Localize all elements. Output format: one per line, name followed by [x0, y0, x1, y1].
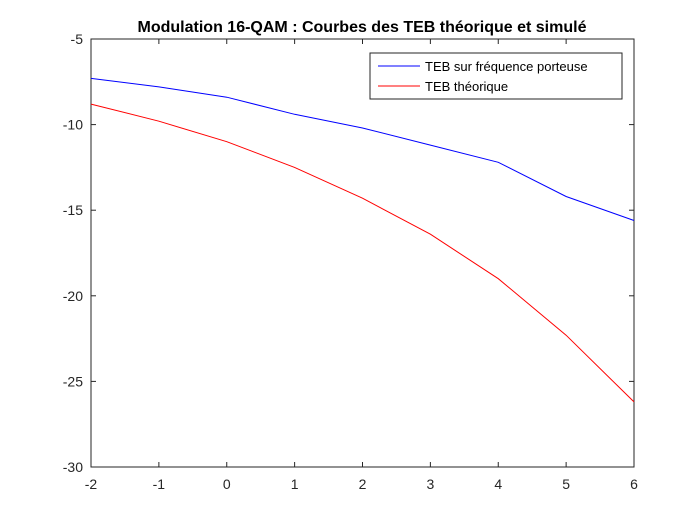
y-tick-label: -15: [63, 202, 83, 218]
legend-label-2: TEB théorique: [425, 79, 508, 94]
x-tick-label: 4: [494, 476, 502, 492]
legend: TEB sur fréquence porteuse TEB théorique: [369, 52, 623, 100]
x-tick-label: -1: [153, 476, 166, 492]
chart-title: Modulation 16-QAM : Courbes des TEB théo…: [138, 19, 587, 36]
x-tick-label: -2: [85, 476, 98, 492]
x-tick-label: 0: [223, 476, 231, 492]
y-tick-label: -10: [63, 117, 83, 133]
series-lines: [90, 77, 635, 403]
legend-label-1: TEB sur fréquence porteuse: [425, 59, 588, 74]
x-tick-label: 1: [291, 476, 299, 492]
x-tick-label: 5: [562, 476, 570, 492]
y-tick-label: -25: [63, 373, 83, 389]
series-line-2: [90, 103, 635, 403]
x-tick-label: 2: [359, 476, 367, 492]
x-tick-label: 3: [426, 476, 434, 492]
x-tick-label: 6: [630, 476, 638, 492]
legend-box: [369, 52, 623, 100]
y-tick-label: -30: [63, 459, 83, 475]
y-axis: -5 -10 -15 -20 -25 -30: [63, 31, 634, 475]
series-line-1: [90, 77, 635, 221]
plot-area: [90, 38, 635, 468]
y-tick-label: -5: [71, 31, 84, 47]
x-axis: -2 -1 0 1 2 3 4 5 6: [85, 39, 638, 492]
y-tick-label: -20: [63, 288, 83, 304]
